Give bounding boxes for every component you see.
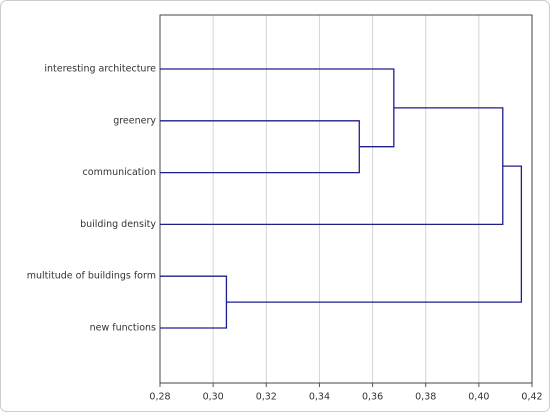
leaf-label: communication xyxy=(83,167,156,178)
x-tick-label: 0,38 xyxy=(415,392,436,403)
plot-frame xyxy=(159,14,533,384)
x-tick-label: 0,28 xyxy=(149,392,170,403)
dendrogram-link xyxy=(226,165,523,303)
leaf-label: multitude of buildings form xyxy=(27,271,156,282)
x-tick-label: 0,30 xyxy=(203,392,224,403)
leaf-label: greenery xyxy=(113,115,156,126)
x-tick-label: 0,34 xyxy=(309,392,330,403)
x-tick-label: 0,36 xyxy=(362,392,383,403)
leaf-label: building density xyxy=(80,219,156,230)
x-tick-label: 0,32 xyxy=(256,392,277,403)
leaf-label: new functions xyxy=(90,323,156,334)
dendrogram-link xyxy=(160,107,504,226)
x-tick-label: 0,40 xyxy=(468,392,489,403)
x-tick-label: 0,42 xyxy=(521,392,542,403)
leaf-label: interesting architecture xyxy=(44,64,156,75)
